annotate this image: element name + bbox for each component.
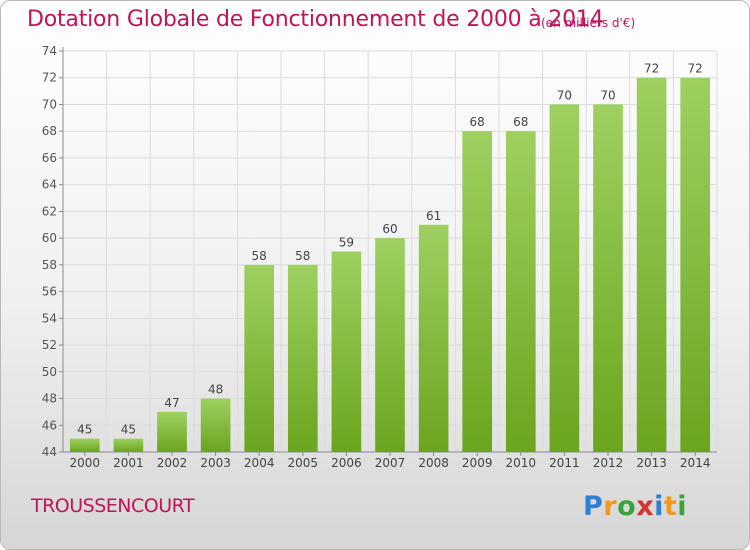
bar-2003 bbox=[200, 398, 231, 452]
axes: 44 46 48 50 52 54 56 58 60 62 64 66 68 70 72 74 2000 2001… bbox=[42, 44, 717, 470]
bar-2014 bbox=[680, 77, 711, 452]
x-tick-label-2004: 2004 bbox=[244, 456, 275, 470]
y-tick-label: 70 bbox=[42, 97, 57, 111]
bar-2006 bbox=[331, 251, 362, 452]
x-tick-label-2002: 2002 bbox=[157, 456, 188, 470]
bar-2002 bbox=[157, 411, 187, 452]
x-tick-label-2014: 2014 bbox=[680, 456, 711, 470]
proxiti-logo: Proxiti bbox=[583, 491, 687, 522]
logo-letter: t bbox=[663, 491, 678, 522]
data-label-2004: 58 bbox=[252, 249, 267, 263]
x-tick-label-2009: 2009 bbox=[462, 456, 493, 470]
y-tick-label: 46 bbox=[42, 418, 57, 432]
x-tick-label-2013: 2013 bbox=[636, 456, 667, 470]
x-tick-label-2001: 2001 bbox=[113, 456, 144, 470]
x-tick-label-2010: 2010 bbox=[506, 456, 537, 470]
data-label-2002: 47 bbox=[164, 396, 179, 410]
data-label-2013: 72 bbox=[644, 62, 659, 76]
x-tick-label-2003: 2003 bbox=[200, 456, 231, 470]
data-label-2010: 68 bbox=[513, 115, 528, 129]
logo-letter: r bbox=[603, 491, 618, 522]
bar-2009 bbox=[462, 131, 493, 452]
y-tick-label: 74 bbox=[42, 44, 57, 58]
chart-title: Dotation Globale de Fonctionnement de 20… bbox=[27, 7, 604, 32]
logo-letter: x bbox=[636, 491, 655, 522]
bar-2000 bbox=[69, 438, 100, 452]
y-tick-label: 58 bbox=[42, 258, 57, 272]
logo-letter: o bbox=[617, 491, 637, 522]
data-label-2003: 48 bbox=[208, 383, 223, 397]
bar-2011 bbox=[549, 104, 580, 452]
data-label-2000: 45 bbox=[77, 423, 92, 437]
commune-name: TROUSSENCOURT bbox=[31, 495, 195, 517]
x-tick-label-2000: 2000 bbox=[70, 456, 101, 470]
logo-letter: i bbox=[654, 491, 664, 522]
y-tick-label: 68 bbox=[42, 124, 57, 138]
data-label-2014: 72 bbox=[688, 62, 703, 76]
data-label-2012: 70 bbox=[600, 88, 615, 102]
y-tick-label: 44 bbox=[42, 445, 57, 459]
bar-2010 bbox=[505, 131, 536, 452]
bar-2001 bbox=[113, 438, 144, 452]
y-tick-label: 56 bbox=[42, 285, 57, 299]
x-tick-label-2012: 2012 bbox=[593, 456, 624, 470]
bar-2008 bbox=[418, 224, 449, 452]
bar-2004 bbox=[244, 264, 275, 452]
y-tick-label: 64 bbox=[42, 178, 57, 192]
data-label-2001: 45 bbox=[121, 423, 136, 437]
y-tick-label: 66 bbox=[42, 151, 57, 165]
unit-note: (en milliers d'€) bbox=[541, 16, 636, 30]
data-labels: 45 45 47 48 58 58 59 60 61 68 68 70 70 72 72 bbox=[77, 62, 703, 437]
x-tick-label-2006: 2006 bbox=[331, 456, 362, 470]
bar-2012 bbox=[593, 104, 623, 452]
data-label-2008: 61 bbox=[426, 209, 441, 223]
bars bbox=[69, 77, 711, 452]
y-tick-label: 62 bbox=[42, 204, 57, 218]
data-label-2009: 68 bbox=[470, 115, 485, 129]
x-tick-label-2007: 2007 bbox=[375, 456, 406, 470]
data-label-2006: 59 bbox=[339, 236, 354, 250]
x-tick-label-2005: 2005 bbox=[288, 456, 319, 470]
logo-letter: i bbox=[677, 491, 688, 522]
data-label-2011: 70 bbox=[557, 88, 572, 102]
bar-2007 bbox=[375, 238, 405, 452]
y-tick-label: 48 bbox=[42, 392, 57, 406]
bar-2005 bbox=[287, 264, 318, 452]
y-tick-label: 54 bbox=[42, 311, 57, 325]
x-tick-label-2011: 2011 bbox=[549, 456, 580, 470]
y-tick-label: 50 bbox=[42, 365, 57, 379]
bar-2013 bbox=[636, 77, 667, 452]
y-tick-label: 72 bbox=[42, 71, 57, 85]
x-tick-label-2008: 2008 bbox=[418, 456, 449, 470]
logo-letter: P bbox=[583, 491, 604, 522]
data-label-2007: 60 bbox=[382, 222, 397, 236]
data-label-2005: 58 bbox=[295, 249, 310, 263]
y-tick-label: 52 bbox=[42, 338, 57, 352]
y-tick-label: 60 bbox=[42, 231, 57, 245]
